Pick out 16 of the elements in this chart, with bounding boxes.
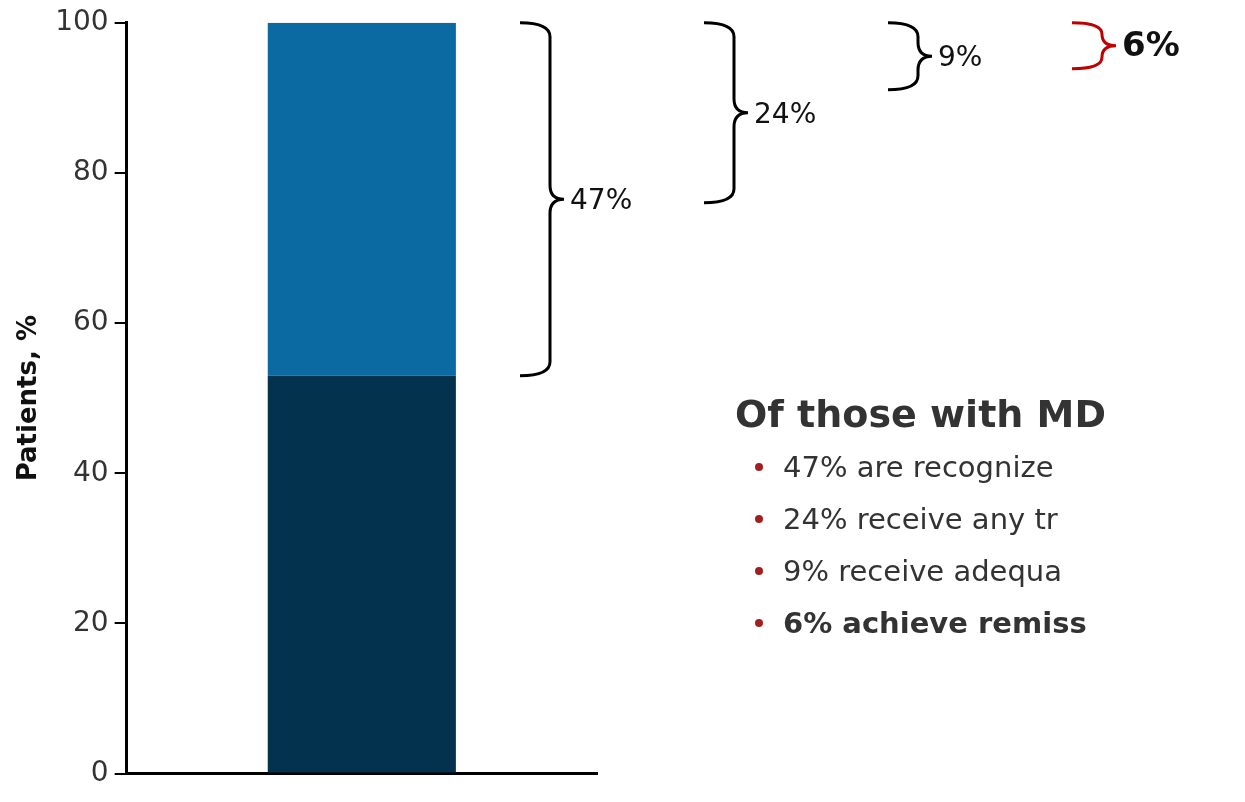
y-tick-label: 100 xyxy=(55,4,109,38)
text: 6% achieve remiss xyxy=(783,606,1087,640)
y-axis-title: Patients, % xyxy=(12,315,43,482)
y-tick-label: 40 xyxy=(73,454,109,488)
text: Of those with MD xyxy=(735,392,1106,436)
text: 9% receive adequa xyxy=(783,554,1062,588)
text: 6% xyxy=(1122,23,1180,64)
text: 24% xyxy=(754,96,817,130)
y-tick-label: 20 xyxy=(73,604,109,638)
y-tick-label: 80 xyxy=(73,154,109,188)
text: 24% receive any tr xyxy=(783,502,1058,536)
annotation: 47% xyxy=(570,183,633,217)
text: 47% are recognize xyxy=(783,450,1054,484)
text: 9% xyxy=(938,40,983,74)
y-tick-label: 60 xyxy=(73,304,109,338)
y-tick-label: 0 xyxy=(90,754,109,788)
